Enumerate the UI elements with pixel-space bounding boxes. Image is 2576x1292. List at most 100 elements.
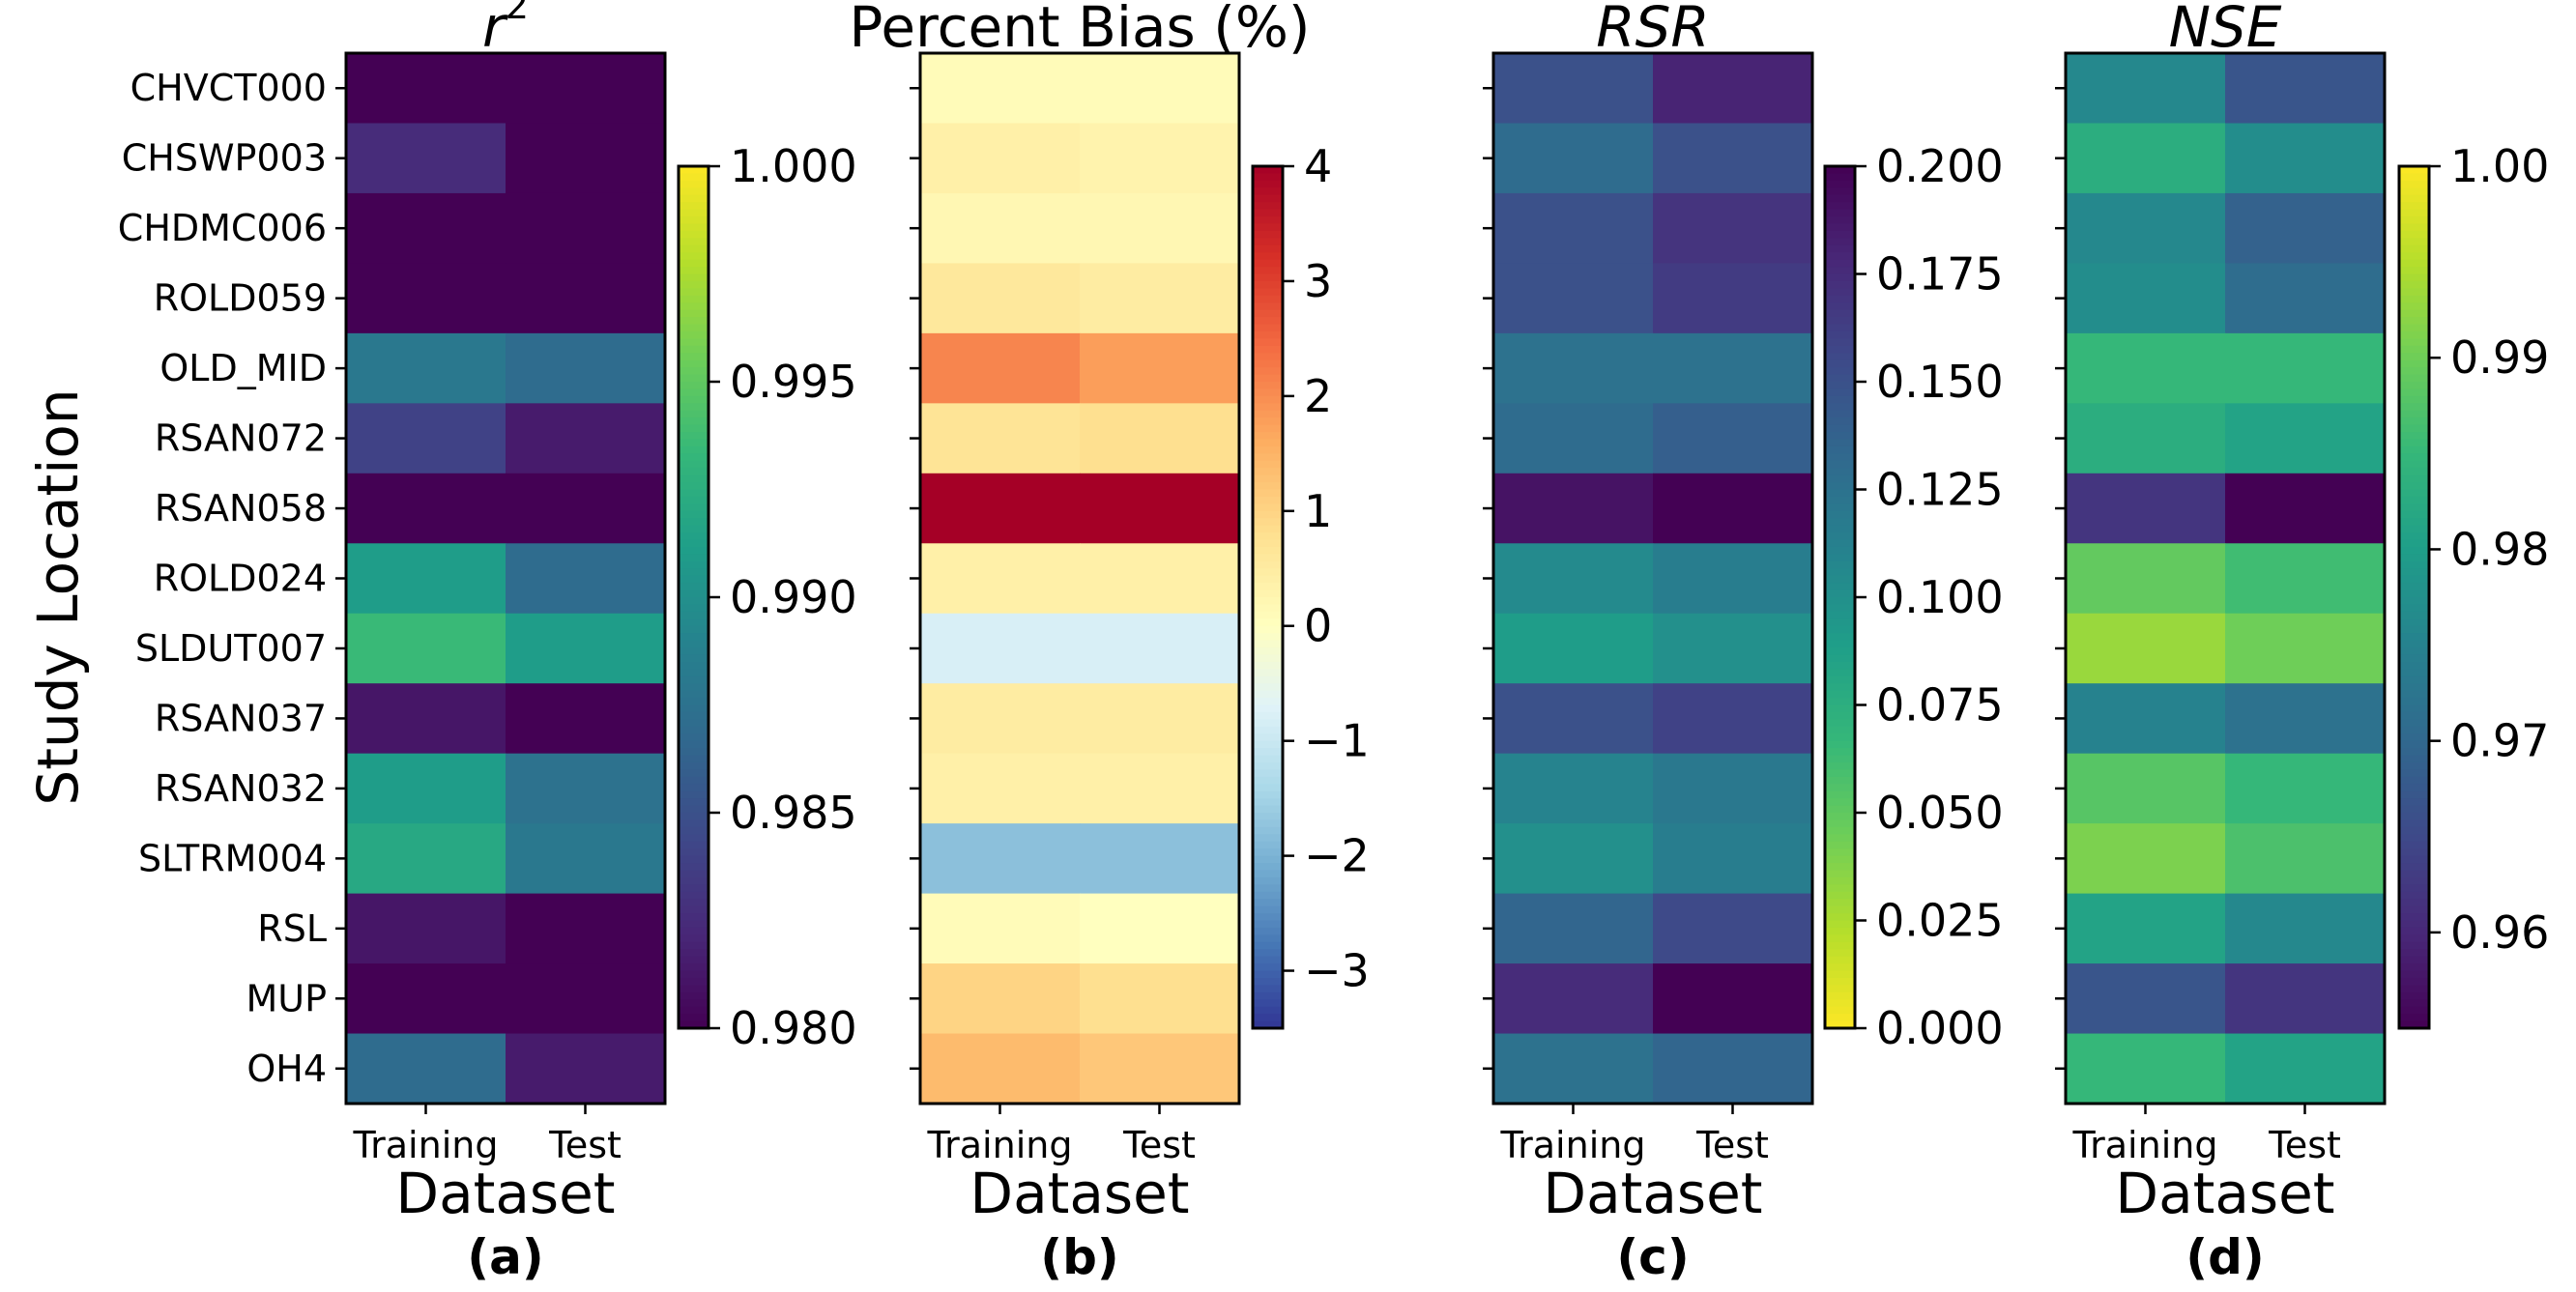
colorbar-segment: [1825, 575, 1855, 584]
colorbar-segment: [1825, 309, 1855, 318]
colorbar-segment: [679, 302, 709, 311]
colorbar-segment: [1825, 956, 1855, 964]
colorbar-segment: [1253, 568, 1283, 577]
colorbar-segment: [1825, 805, 1855, 814]
panel-title-main: r: [482, 0, 508, 60]
colorbar-segment: [2399, 848, 2429, 857]
colorbar-segment: [1825, 424, 1855, 433]
y-axis-label: Study Location: [25, 388, 91, 805]
colorbar-segment: [2399, 216, 2429, 225]
colorbar-segment: [2399, 647, 2429, 656]
colorbar-segment: [1825, 733, 1855, 742]
heatmap-cell-b-CHDMC006-Training: [920, 192, 1081, 264]
colorbar-segment: [679, 690, 709, 699]
heatmap-cell-d-OH4-Test: [2225, 1033, 2386, 1105]
colorbar-segment: [679, 726, 709, 734]
heatmap-cell-c-OH4-Test: [1653, 1033, 1813, 1105]
colorbar-tick-label: 0.075: [1876, 679, 2004, 732]
colorbar-segment: [1825, 999, 1855, 1008]
colorbar-segment: [2399, 252, 2429, 261]
colorbar-segment: [2399, 870, 2429, 878]
colorbar-segment: [1825, 920, 1855, 929]
colorbar-segment: [1825, 611, 1855, 619]
heatmap-cell-b-SLTRM004-Test: [1080, 823, 1240, 895]
colorbar-segment: [2399, 468, 2429, 476]
colorbar-segment: [679, 604, 709, 613]
colorbar-segment: [2399, 374, 2429, 383]
colorbar-segment: [1825, 554, 1855, 562]
colorbar-segment: [1825, 704, 1855, 713]
colorbar-segment: [2399, 173, 2429, 182]
colorbar-segment: [1825, 661, 1855, 670]
colorbar-segment: [1253, 913, 1283, 922]
colorbar-segment: [679, 755, 709, 763]
heatmap-cell-c-RSAN072-Training: [1493, 403, 1654, 474]
colorbar-segment: [679, 819, 709, 828]
colorbar-tick-label: 1: [1304, 485, 1332, 537]
colorbar-segment: [1825, 288, 1855, 297]
colorbar-segment: [1825, 798, 1855, 807]
colorbar-segment: [1253, 985, 1283, 993]
colorbar-segment: [2399, 675, 2429, 684]
colorbar-segment: [2399, 790, 2429, 799]
colorbar-segment: [1825, 194, 1855, 203]
colorbar-segment: [1253, 560, 1283, 569]
heatmap-cell-d-ROLD059-Test: [2225, 263, 2386, 334]
colorbar-segment: [1825, 187, 1855, 196]
colorbar-segment: [679, 963, 709, 972]
colorbar-segment: [2399, 899, 2429, 907]
panel-sublabel: (c): [1616, 1229, 1689, 1285]
colorbar-segment: [1825, 216, 1855, 225]
colorbar-segment: [1825, 1020, 1855, 1029]
heatmap-cell-d-CHVCT000-Training: [2066, 53, 2226, 125]
heatmap-cell-a-RSAN072-Training: [346, 403, 507, 474]
heatmap-cell-b-RSAN032-Test: [1080, 753, 1240, 824]
colorbar-segment: [2399, 977, 2429, 986]
colorbar-segment: [1825, 690, 1855, 699]
colorbar-segment: [679, 482, 709, 491]
colorbar-segment: [1253, 295, 1283, 303]
colorbar-segment: [2399, 238, 2429, 246]
colorbar-segment: [679, 798, 709, 807]
colorbar-segment: [1253, 956, 1283, 964]
colorbar-segment: [679, 309, 709, 318]
colorbar-segment: [1253, 683, 1283, 692]
heatmap-cell-c-MUP-Training: [1493, 963, 1654, 1035]
colorbar-segment: [2399, 913, 2429, 922]
colorbar-segment: [679, 424, 709, 433]
colorbar-segment: [1253, 216, 1283, 225]
heatmap-cell-c-SLDUT007-Test: [1653, 613, 1813, 684]
colorbar-segment: [1253, 424, 1283, 433]
colorbar-segment: [1825, 503, 1855, 512]
colorbar-segment: [2399, 432, 2429, 441]
heatmap-cell-b-RSAN037-Test: [1080, 683, 1240, 755]
colorbar-segment: [2399, 403, 2429, 412]
colorbar-segment: [679, 784, 709, 792]
colorbar-segment: [1825, 675, 1855, 684]
colorbar-segment: [2399, 855, 2429, 864]
colorbar-segment: [1253, 223, 1283, 232]
colorbar-segment: [1825, 640, 1855, 648]
colorbar-segment: [1825, 539, 1855, 548]
heatmap-cell-a-SLTRM004-Test: [506, 823, 666, 895]
colorbar-tick-label: 1.00: [2450, 140, 2549, 192]
colorbar-segment: [679, 317, 709, 326]
colorbar-segment: [2399, 884, 2429, 893]
colorbar-segment: [1253, 790, 1283, 799]
heatmap-cell-a-ROLD024-Training: [346, 543, 507, 615]
colorbar-tick-label: 0.99: [2450, 331, 2549, 384]
colorbar-segment: [1253, 633, 1283, 642]
colorbar-segment: [679, 683, 709, 692]
colorbar-segment: [2399, 288, 2429, 297]
colorbar-segment: [1825, 295, 1855, 303]
colorbar-segment: [1253, 927, 1283, 935]
colorbar-segment: [1825, 934, 1855, 943]
colorbar-segment: [1825, 359, 1855, 368]
colorbar-segment: [2399, 202, 2429, 211]
heatmap-cell-b-CHVCT000-Training: [920, 53, 1081, 125]
colorbar-segment: [1825, 834, 1855, 843]
colorbar-segment: [2399, 769, 2429, 778]
colorbar-segment: [1253, 546, 1283, 555]
colorbar-segment: [2399, 244, 2429, 253]
colorbar-segment: [2399, 359, 2429, 368]
